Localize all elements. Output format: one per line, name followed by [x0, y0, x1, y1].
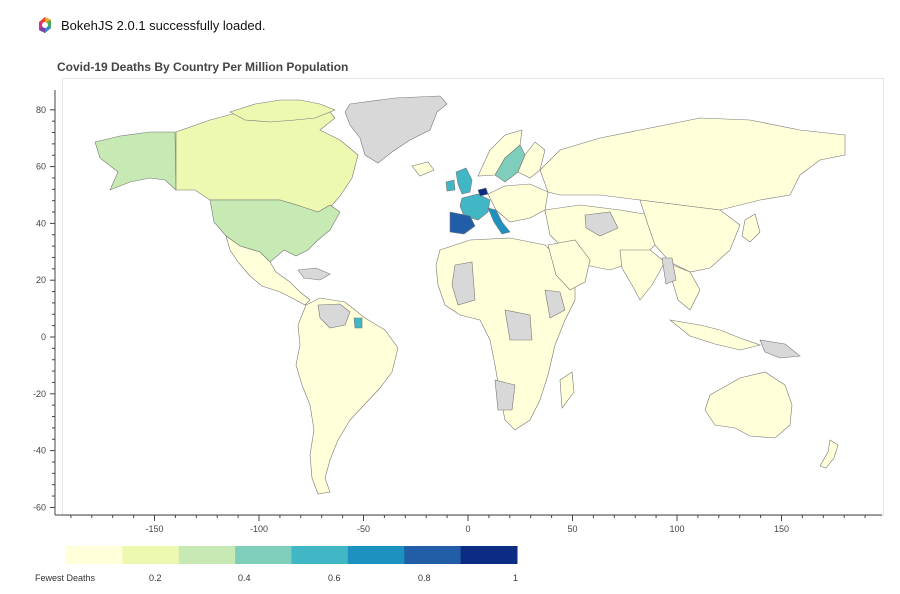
bokeh-status: BokehJS 2.0.1 successfully loaded.: [37, 17, 266, 33]
uk-region[interactable]: [455, 167, 473, 195]
y-tick-label: 60: [36, 162, 46, 172]
y-tick-label: -40: [33, 446, 46, 456]
bokeh-logo-icon: [39, 17, 51, 33]
arabia-region[interactable]: [547, 239, 591, 291]
japan-region[interactable]: [741, 213, 761, 243]
indonesia-region[interactable]: [668, 319, 762, 351]
colorbar: [66, 546, 518, 564]
x-tick-label: 50: [567, 524, 577, 534]
australia-region[interactable]: [704, 371, 793, 439]
west-africa-grey-region[interactable]: [451, 261, 476, 306]
iceland-region[interactable]: [411, 161, 435, 177]
colorbar-swatch: [460, 546, 518, 564]
y-tick-label: -60: [33, 502, 46, 512]
belgium-region[interactable]: [477, 187, 489, 197]
colorbar-swatch: [347, 546, 405, 564]
horn-africa-grey-region[interactable]: [544, 289, 566, 319]
russia-region[interactable]: [539, 117, 846, 211]
y-tick-label: 0: [41, 332, 46, 342]
arctic-islands-region[interactable]: [229, 99, 336, 123]
caribbean-region[interactable]: [297, 267, 331, 281]
colorbar-swatch: [404, 546, 462, 564]
x-tick-label: -100: [250, 524, 268, 534]
legend-label-0-6: 0.6: [328, 573, 341, 583]
spain-region[interactable]: [449, 211, 476, 235]
greenland-region[interactable]: [344, 95, 448, 164]
china-region[interactable]: [639, 199, 741, 273]
south-america-region[interactable]: [295, 297, 399, 495]
legend-label-0-4: 0.4: [238, 573, 251, 583]
new-zealand-region[interactable]: [819, 439, 839, 469]
x-tick-label: -50: [357, 524, 370, 534]
legend-label-0-2: 0.2: [149, 573, 162, 583]
madagascar-region[interactable]: [559, 371, 575, 409]
alaska-region[interactable]: [94, 131, 177, 191]
legend-label-0-8: 0.8: [418, 573, 431, 583]
legend-label-fewest: Fewest Deaths: [35, 573, 96, 583]
colorbar-swatch: [291, 546, 349, 564]
india-region[interactable]: [619, 249, 666, 301]
y-tick-label: -20: [33, 389, 46, 399]
papua-region[interactable]: [759, 339, 801, 359]
plot-title: Covid-19 Deaths By Country Per Million P…: [57, 60, 349, 74]
legend-label-1: 1: [513, 573, 519, 583]
colorbar-swatch: [178, 546, 236, 564]
x-axis-ticks: -150 -100 -50 0 50 100 150: [70, 515, 866, 534]
central-africa-grey-region[interactable]: [504, 309, 533, 341]
colorbar-swatch: [66, 546, 123, 564]
bokeh-status-text: BokehJS 2.0.1 successfully loaded.: [61, 17, 266, 33]
x-tick-label: 150: [774, 524, 789, 534]
y-axis-ticks: 80 60 40 20 0 -20 -40 -60: [33, 105, 55, 512]
southern-africa-grey-region[interactable]: [494, 379, 516, 411]
colorbar-swatch: [122, 546, 180, 564]
countries: [94, 95, 846, 495]
x-tick-label: 100: [669, 524, 684, 534]
iran-region[interactable]: [584, 211, 619, 237]
mexico-central-america-region[interactable]: [225, 235, 311, 306]
x-tick-label: 0: [465, 524, 470, 534]
x-tick-label: -150: [145, 524, 163, 534]
y-tick-label: 40: [36, 218, 46, 228]
ireland-region[interactable]: [445, 179, 456, 192]
myanmar-region[interactable]: [661, 257, 677, 285]
finland-region[interactable]: [517, 141, 546, 179]
french-guiana-region[interactable]: [353, 317, 363, 329]
venezuela-region[interactable]: [317, 303, 351, 329]
y-tick-label: 80: [36, 105, 46, 115]
y-tick-label: 20: [36, 275, 46, 285]
colorbar-swatch: [235, 546, 292, 564]
